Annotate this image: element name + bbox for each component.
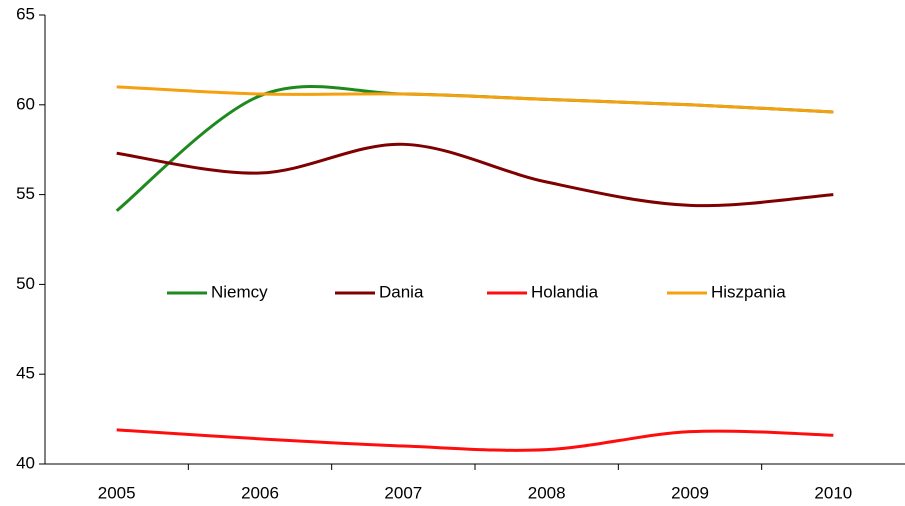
y-tick-label: 45 — [16, 364, 35, 383]
series-line — [116, 142, 834, 208]
legend-label: Holandia — [531, 282, 599, 301]
series-line — [116, 85, 834, 114]
y-tick-label: 65 — [16, 4, 35, 23]
legend-label: Dania — [379, 282, 424, 301]
legend: Niemcy Dania Holandia Hiszpania — [167, 282, 786, 301]
legend-label: Hiszpania — [711, 282, 786, 301]
y-tick-label: 60 — [16, 94, 35, 113]
y-tick-label: 50 — [16, 274, 35, 293]
x-tick-label: 2009 — [671, 483, 709, 502]
x-tick-label: 2005 — [98, 483, 136, 502]
x-tick-label: 2007 — [384, 483, 422, 502]
series-line — [116, 428, 834, 452]
x-tick-label: 2010 — [814, 483, 852, 502]
x-tick-label: 2006 — [241, 483, 279, 502]
legend-label: Niemcy — [211, 282, 268, 301]
y-tick-label: 55 — [16, 184, 35, 203]
x-tick-label: 2008 — [528, 483, 566, 502]
y-tick-label: 40 — [16, 453, 35, 472]
